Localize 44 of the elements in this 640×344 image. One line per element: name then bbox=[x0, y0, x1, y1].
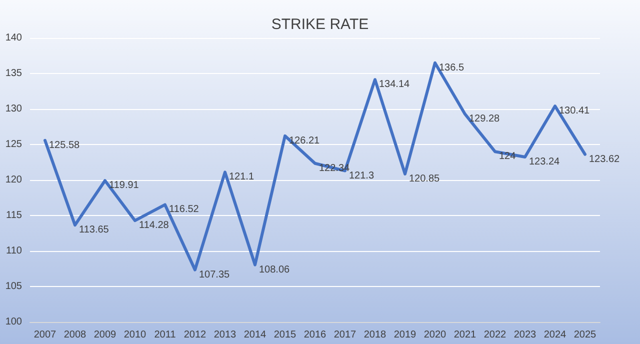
x-tick-label: 2008 bbox=[64, 330, 87, 340]
data-label: 123.24 bbox=[529, 156, 560, 168]
data-label: 125.58 bbox=[49, 140, 80, 151]
data-label: 121.3 bbox=[349, 170, 374, 182]
x-tick-label: 2014 bbox=[244, 330, 267, 340]
x-tick-label: 2007 bbox=[34, 330, 57, 340]
x-tick-label: 2020 bbox=[424, 330, 447, 340]
data-label: 134.14 bbox=[379, 79, 410, 90]
x-tick-label: 2021 bbox=[454, 330, 477, 340]
data-label: 136.5 bbox=[439, 62, 464, 74]
y-tick-label: 115 bbox=[6, 210, 22, 221]
x-tick-label: 2009 bbox=[94, 330, 117, 340]
x-tick-label: 2019 bbox=[394, 330, 417, 340]
x-tick-label: 2018 bbox=[364, 330, 387, 340]
y-tick-label: 130 bbox=[5, 104, 22, 114]
data-label: 130.41 bbox=[559, 106, 590, 117]
data-label: 120.85 bbox=[409, 173, 440, 184]
x-tick-label: 2022 bbox=[484, 330, 507, 340]
x-tick-label: 2010 bbox=[124, 330, 147, 340]
y-tick-label: 105 bbox=[5, 281, 22, 292]
x-tick-label: 2017 bbox=[334, 330, 357, 340]
x-tick-label: 2025 bbox=[574, 330, 597, 340]
data-label: 121.1 bbox=[229, 172, 254, 183]
data-label: 123.62 bbox=[589, 154, 620, 165]
x-tick-label: 2024 bbox=[544, 330, 567, 340]
chart-title: STRIKE RATE bbox=[271, 16, 369, 33]
data-label: 114.28 bbox=[139, 220, 170, 232]
x-tick-label: 2012 bbox=[184, 330, 207, 340]
data-label: 119.91 bbox=[109, 180, 140, 192]
data-label: 108.06 bbox=[259, 264, 290, 276]
x-tick-label: 2011 bbox=[154, 330, 176, 340]
y-tick-label: 140 bbox=[5, 32, 22, 44]
y-tick-label: 110 bbox=[6, 246, 22, 256]
x-tick-label: 2013 bbox=[214, 330, 237, 340]
y-tick-label: 120 bbox=[5, 174, 22, 186]
y-tick-label: 100 bbox=[5, 316, 22, 328]
data-label: 116.52 bbox=[169, 204, 200, 216]
y-tick-label: 135 bbox=[5, 68, 22, 79]
x-tick-label: 2023 bbox=[514, 330, 537, 340]
x-tick-label: 2016 bbox=[304, 330, 327, 340]
x-tick-label: 2015 bbox=[274, 330, 297, 340]
y-tick-label: 125 bbox=[5, 139, 22, 150]
data-label: 107.35 bbox=[199, 269, 230, 280]
data-label: 113.65 bbox=[79, 224, 110, 236]
